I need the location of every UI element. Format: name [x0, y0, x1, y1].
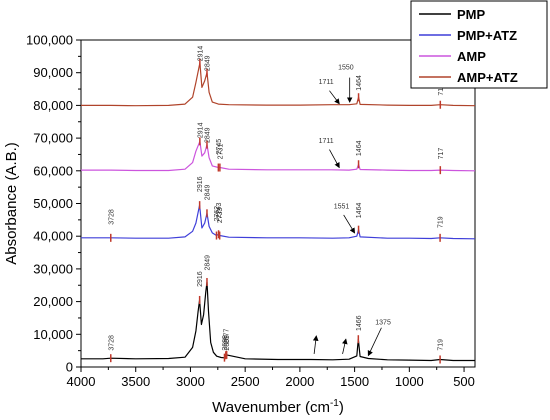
peak-label: 719	[438, 339, 445, 351]
peak-label: 2914	[197, 122, 204, 138]
peak-label: 2914	[197, 46, 204, 62]
y-tick-label: 80,000	[33, 98, 73, 113]
peak-label: 2689	[222, 335, 229, 351]
peak-label: 1466	[356, 315, 363, 331]
y-axis-label: Absorbance (A.B.)	[3, 142, 20, 265]
legend-label: AMP	[457, 49, 486, 64]
x-tick-label: 2000	[285, 374, 314, 389]
peak-label: 2762	[214, 206, 221, 222]
peak-label: 717	[438, 148, 445, 160]
annotation-arrow	[329, 149, 340, 169]
peak-label: 717	[438, 84, 445, 96]
x-axis-label-superscript: -1	[330, 398, 339, 409]
x-tick-label: 3500	[121, 374, 150, 389]
y-tick-label: 90,000	[33, 65, 73, 80]
x-tick-label: 3000	[176, 374, 205, 389]
x-axis-label-text: Wavenumber (cm	[212, 399, 330, 416]
x-tick-label: 2500	[231, 374, 260, 389]
x-tick-label: 500	[453, 374, 475, 389]
annotation-arrow	[367, 327, 382, 357]
arrow-layer	[312, 77, 382, 357]
legend: PMP PMP+ATZ AMP AMP+ATZ	[410, 0, 548, 89]
x-axis: 4000 3500 3000 2500 2000 1500 1000 500	[67, 367, 475, 389]
y-tick-label: 10,000	[33, 327, 73, 342]
peak-label: 1550	[338, 64, 354, 71]
annotation-arrow	[342, 338, 348, 355]
peak-label: 1375	[375, 319, 391, 326]
x-tick-label: 1000	[395, 374, 424, 389]
peak-marker-layer	[110, 58, 442, 364]
peak-label: 3728	[108, 335, 115, 351]
annotation-arrow	[329, 90, 340, 105]
peak-label: 2916	[197, 271, 204, 287]
peak-label: 2743	[216, 203, 223, 219]
legend-label: PMP+ATZ	[457, 28, 517, 43]
y-tick-label: 20,000	[33, 294, 73, 309]
peak-label: 1711	[319, 79, 334, 86]
peak-label: 719	[438, 216, 445, 228]
peak-label: 1464	[356, 75, 363, 91]
legend-label: PMP	[457, 7, 486, 22]
y-tick-label: 70,000	[33, 131, 73, 146]
x-axis-label-end: )	[339, 399, 344, 416]
peak-label: 2731	[217, 144, 224, 160]
y-tick-label: 50,000	[33, 196, 73, 211]
y-tick-label: 30,000	[33, 261, 73, 276]
peak-label: 3728	[108, 209, 115, 225]
peak-label: 2745	[216, 139, 223, 155]
peak-label: 2677	[223, 328, 230, 344]
peak-label: 2849	[204, 55, 211, 71]
y-tick-label: 0	[66, 360, 73, 375]
peak-label: 2916	[197, 176, 204, 192]
peak-label: 2733	[217, 207, 224, 223]
y-tick-label: 100,000	[26, 33, 73, 48]
y-axis: 0 10,000 20,000 30,000 40,000 50,000 60,000 70,…	[26, 33, 81, 375]
peak-label: 2849	[204, 127, 211, 143]
x-tick-label: 4000	[67, 374, 96, 389]
series-line	[81, 62, 476, 107]
peak-label: 1464	[356, 203, 363, 219]
x-axis-label: Wavenumber (cm-1)	[212, 398, 344, 416]
annotation-arrow	[312, 335, 319, 354]
annotation-arrow	[343, 214, 356, 234]
peak-label: 2669	[224, 335, 231, 351]
legend-label: AMP+ATZ	[457, 70, 518, 85]
y-tick-label: 40,000	[33, 229, 73, 244]
peak-label: 1711	[319, 138, 334, 145]
legend-box	[410, 0, 548, 89]
y-tick-label: 60,000	[33, 163, 73, 178]
x-tick-label: 1500	[340, 374, 369, 389]
series-line	[81, 281, 475, 362]
peak-label: 1551	[334, 203, 350, 210]
peak-label: 2849	[204, 255, 211, 271]
peak-label: 1464	[356, 140, 363, 156]
peak-label: 2849	[204, 185, 211, 201]
